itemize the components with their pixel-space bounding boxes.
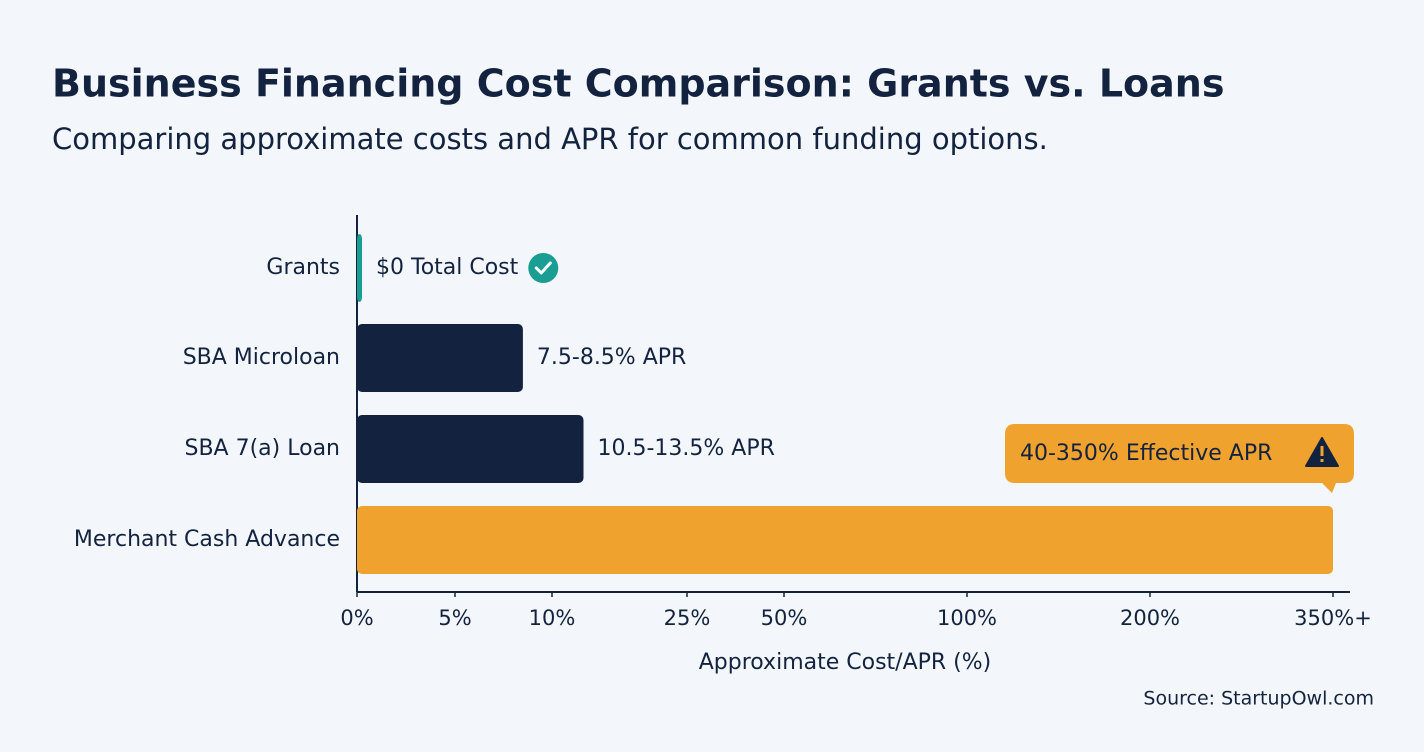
x-tick-label: 0% [340,606,373,630]
callout-box [1005,424,1354,493]
chart-title: Business Financing Cost Comparison: Gran… [52,62,1224,106]
warning-mark [1320,446,1324,456]
chart-subtitle: Comparing approximate costs and APR for … [52,122,1048,156]
bar [357,324,523,392]
x-tick-label: 5% [438,606,471,630]
check-mark [534,261,552,275]
x-tick-label: 25% [664,606,711,630]
x-tick-label: 100% [937,606,997,630]
data-label: $0 Total Cost [376,255,519,280]
data-label: 7.5-8.5% APR [537,345,686,370]
warning-dot [1320,459,1324,462]
x-axis-label: Approximate Cost/APR (%) [699,650,992,675]
bar [357,234,362,302]
x-tick-label: 200% [1120,606,1180,630]
bar [357,506,1333,574]
data-label: 10.5-13.5% APR [598,436,775,461]
source: Source: StartupOwl.com [1143,688,1374,710]
y-tick-label: SBA Microloan [183,345,340,370]
data-label: 40-350% Effective APR [1020,441,1272,466]
check-icon [528,253,559,283]
callout: 40-350% Effective APR [1005,424,1354,493]
y-tick-label: SBA 7(a) Loan [185,436,341,461]
x-tick-label: 50% [761,606,808,630]
x-tick-label: 350%+ [1294,606,1372,630]
y-tick-label: Grants [266,255,340,280]
y-tick-label: Merchant Cash Advance [74,527,340,552]
bar [357,415,584,483]
x-tick-label: 10% [529,606,576,630]
